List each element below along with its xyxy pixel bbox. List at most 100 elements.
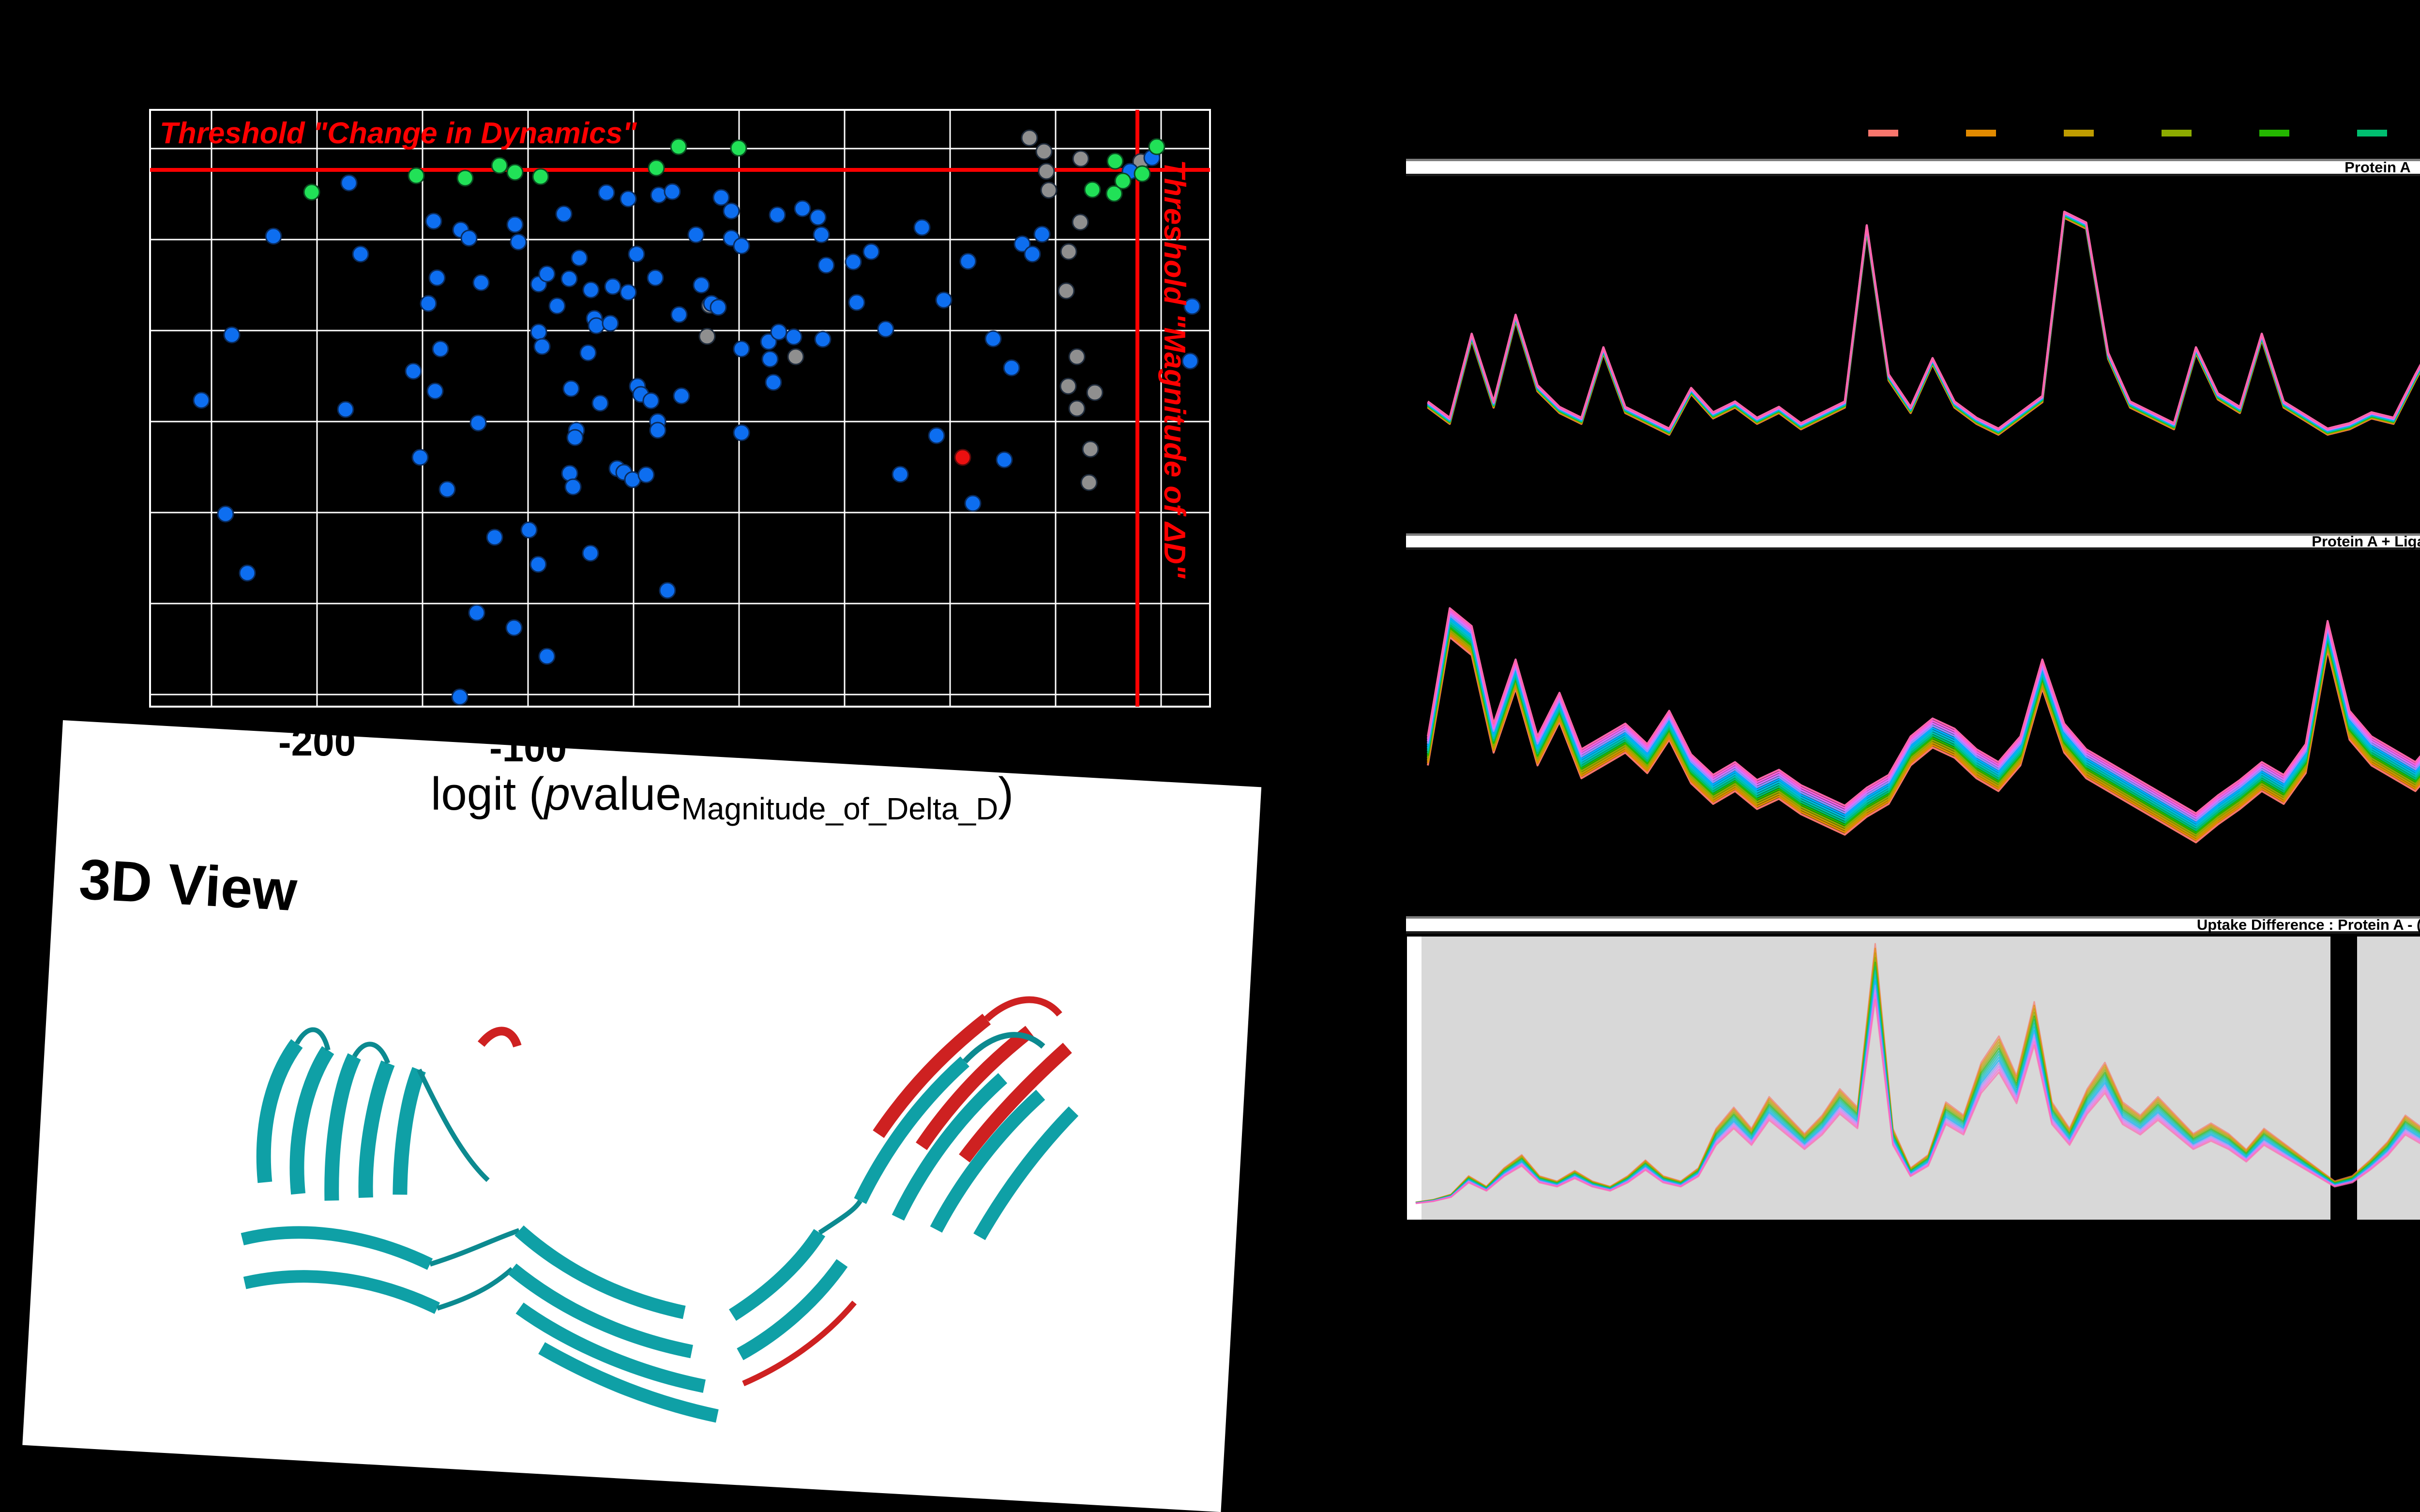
blue-point[interactable] (877, 320, 894, 338)
blue-point[interactable] (1013, 235, 1031, 253)
blue-point[interactable] (426, 382, 444, 400)
blue-point[interactable] (733, 237, 750, 255)
blue-point[interactable] (813, 226, 830, 243)
blue-point[interactable] (538, 648, 556, 665)
protein-a-ligand-line-6[interactable] (1427, 624, 2420, 832)
protein-a-ligand-line-13[interactable] (1427, 607, 2420, 815)
protein-a-line-6[interactable] (1427, 214, 2420, 434)
blue-point[interactable] (529, 556, 547, 573)
blue-point[interactable] (673, 387, 690, 405)
blue-point[interactable] (432, 340, 449, 358)
green-point[interactable] (303, 183, 320, 201)
gray-point[interactable] (1060, 243, 1077, 260)
protein-a-ligand-line-9[interactable] (1427, 617, 2420, 824)
protein-a-line-10[interactable] (1427, 212, 2420, 431)
blue-point[interactable] (510, 233, 527, 251)
blue-point[interactable] (564, 478, 582, 496)
blue-point[interactable] (892, 466, 909, 483)
green-point[interactable] (730, 139, 747, 157)
protein-a-ligand-line-8[interactable] (1427, 619, 2420, 827)
green-point[interactable] (648, 159, 665, 177)
blue-point[interactable] (506, 216, 524, 233)
protein-a-ligand-line-7[interactable] (1427, 621, 2420, 829)
blue-point[interactable] (935, 291, 953, 309)
protein-a-line-12[interactable] (1427, 211, 2420, 430)
blue-point[interactable] (761, 350, 779, 368)
blue-point[interactable] (439, 481, 456, 498)
blue-point[interactable] (1033, 226, 1051, 243)
protein-a-line-2[interactable] (1427, 216, 2420, 436)
green-point[interactable] (1114, 172, 1132, 190)
green-point[interactable] (491, 157, 508, 174)
blue-point[interactable] (405, 363, 422, 380)
blue-point[interactable] (996, 451, 1013, 469)
blue-point[interactable] (193, 392, 210, 409)
green-point[interactable] (506, 164, 524, 181)
blue-point[interactable] (566, 429, 584, 446)
blue-point[interactable] (959, 253, 977, 270)
blue-point[interactable] (582, 544, 599, 562)
blue-point[interactable] (560, 270, 578, 287)
blue-point[interactable] (411, 449, 429, 466)
gray-point[interactable] (1068, 348, 1086, 365)
blue-point[interactable] (217, 505, 234, 523)
blue-point[interactable] (809, 209, 827, 226)
blue-point[interactable] (469, 414, 487, 432)
blue-point[interactable] (913, 219, 931, 236)
protein-a-ligand-line-10[interactable] (1427, 614, 2420, 822)
blue-point[interactable] (928, 427, 945, 444)
blue-point[interactable] (460, 229, 478, 247)
gray-point[interactable] (1035, 143, 1053, 160)
blue-point[interactable] (451, 688, 469, 706)
protein-a-line-9[interactable] (1427, 212, 2420, 432)
blue-point[interactable] (642, 392, 660, 409)
green-point[interactable] (1106, 152, 1124, 170)
blue-point[interactable] (693, 276, 710, 294)
3d-view-panel[interactable]: 3D View (22, 720, 1262, 1512)
blue-point[interactable] (712, 189, 730, 206)
gray-point[interactable] (1082, 440, 1099, 458)
blue-point[interactable] (598, 184, 615, 201)
protein-a-ligand-line-2[interactable] (1427, 634, 2420, 841)
blue-point[interactable] (964, 495, 982, 512)
blue-point[interactable] (760, 333, 777, 350)
blue-point[interactable] (420, 295, 437, 312)
blue-point[interactable] (604, 278, 621, 295)
red-point[interactable] (954, 449, 971, 466)
gray-point[interactable] (1080, 474, 1098, 491)
green-point[interactable] (456, 169, 474, 187)
blue-point[interactable] (352, 245, 369, 263)
blue-point[interactable] (647, 269, 664, 287)
blue-point[interactable] (582, 281, 600, 299)
protein-a-ligand-line-5[interactable] (1427, 626, 2420, 834)
gray-point[interactable] (1058, 282, 1075, 300)
blue-point[interactable] (538, 265, 556, 283)
blue-point[interactable] (649, 422, 666, 439)
gray-point[interactable] (1021, 129, 1038, 147)
blue-point[interactable] (765, 374, 782, 391)
blue-point[interactable] (664, 183, 681, 200)
blue-point[interactable] (223, 326, 241, 344)
blue-point[interactable] (628, 245, 645, 263)
blue-point[interactable] (468, 604, 485, 621)
green-point[interactable] (532, 168, 549, 185)
protein-a-ligand-line-4[interactable] (1427, 629, 2420, 836)
blue-point[interactable] (710, 299, 727, 316)
blue-point[interactable] (984, 330, 1002, 348)
blue-point[interactable] (486, 529, 503, 546)
gray-point[interactable] (1086, 384, 1104, 401)
green-point[interactable] (1134, 165, 1151, 182)
protein-a-ligand-line-1[interactable] (1427, 636, 2420, 844)
blue-point[interactable] (785, 328, 802, 346)
blue-point[interactable] (562, 380, 580, 397)
gray-point[interactable] (1072, 150, 1089, 167)
blue-point[interactable] (340, 174, 358, 192)
blue-point[interactable] (239, 564, 256, 582)
blue-point[interactable] (1003, 359, 1020, 377)
green-point[interactable] (1084, 181, 1101, 198)
blue-point[interactable] (659, 582, 676, 599)
blue-point[interactable] (620, 190, 637, 208)
blue-point[interactable] (588, 317, 605, 334)
gray-point[interactable] (787, 348, 804, 365)
blue-point[interactable] (733, 424, 750, 441)
